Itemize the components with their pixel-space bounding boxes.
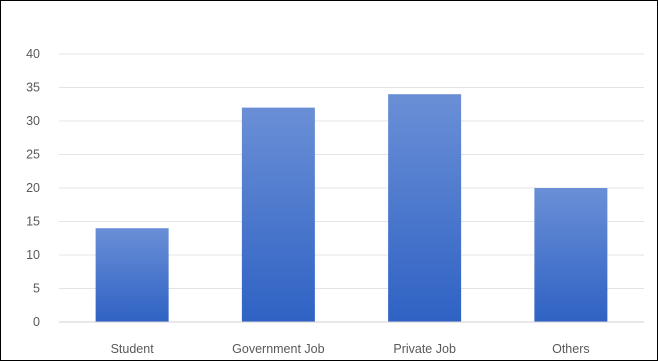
bar-government-job <box>241 107 315 322</box>
bars <box>95 94 608 322</box>
y-tick-label: 5 <box>33 282 40 296</box>
bar-others <box>534 188 608 322</box>
y-tick-label: 35 <box>26 81 40 95</box>
x-category-label: Others <box>552 342 590 356</box>
y-tick-label: 30 <box>26 114 40 128</box>
y-tick-label: 40 <box>26 47 40 61</box>
bar-private-job <box>388 94 462 322</box>
x-category-label: Government Job <box>232 342 324 356</box>
x-axis-category-labels: Student Government Job Private Job Others <box>111 342 590 356</box>
y-tick-label: 25 <box>26 148 40 162</box>
bar-student <box>95 228 169 322</box>
y-tick-label: 10 <box>26 248 40 262</box>
y-axis-tick-labels: 0 5 10 15 20 25 30 35 40 <box>26 47 40 329</box>
x-category-label: Private Job <box>393 342 456 356</box>
y-tick-label: 15 <box>26 215 40 229</box>
y-tick-label: 0 <box>33 315 40 329</box>
x-category-label: Student <box>111 342 155 356</box>
y-tick-label: 20 <box>26 181 40 195</box>
